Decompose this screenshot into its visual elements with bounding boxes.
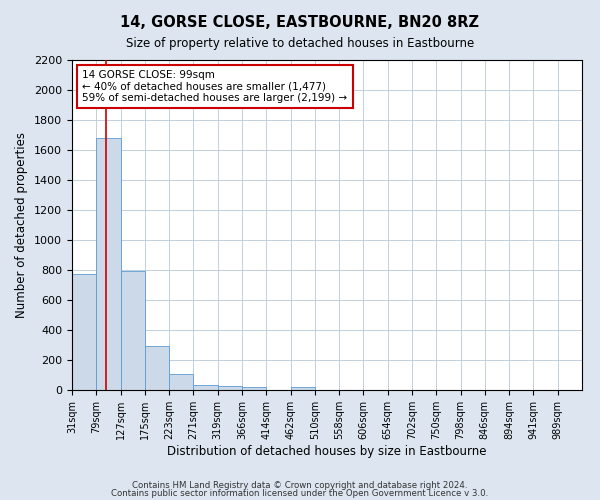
Text: Contains HM Land Registry data © Crown copyright and database right 2024.: Contains HM Land Registry data © Crown c… xyxy=(132,480,468,490)
Bar xyxy=(290,387,315,390)
Bar xyxy=(218,386,242,390)
Bar xyxy=(145,346,169,390)
Bar xyxy=(121,271,145,390)
Bar xyxy=(193,385,218,390)
Text: 14, GORSE CLOSE, EASTBOURNE, BN20 8RZ: 14, GORSE CLOSE, EASTBOURNE, BN20 8RZ xyxy=(121,15,479,30)
Bar xyxy=(96,138,121,390)
Bar xyxy=(242,387,266,390)
Bar xyxy=(169,374,193,390)
Y-axis label: Number of detached properties: Number of detached properties xyxy=(16,132,28,318)
Text: 14 GORSE CLOSE: 99sqm
← 40% of detached houses are smaller (1,477)
59% of semi-d: 14 GORSE CLOSE: 99sqm ← 40% of detached … xyxy=(82,70,347,103)
Bar xyxy=(72,274,96,390)
Text: Size of property relative to detached houses in Eastbourne: Size of property relative to detached ho… xyxy=(126,38,474,51)
Text: Contains public sector information licensed under the Open Government Licence v : Contains public sector information licen… xyxy=(112,489,488,498)
X-axis label: Distribution of detached houses by size in Eastbourne: Distribution of detached houses by size … xyxy=(167,444,487,458)
